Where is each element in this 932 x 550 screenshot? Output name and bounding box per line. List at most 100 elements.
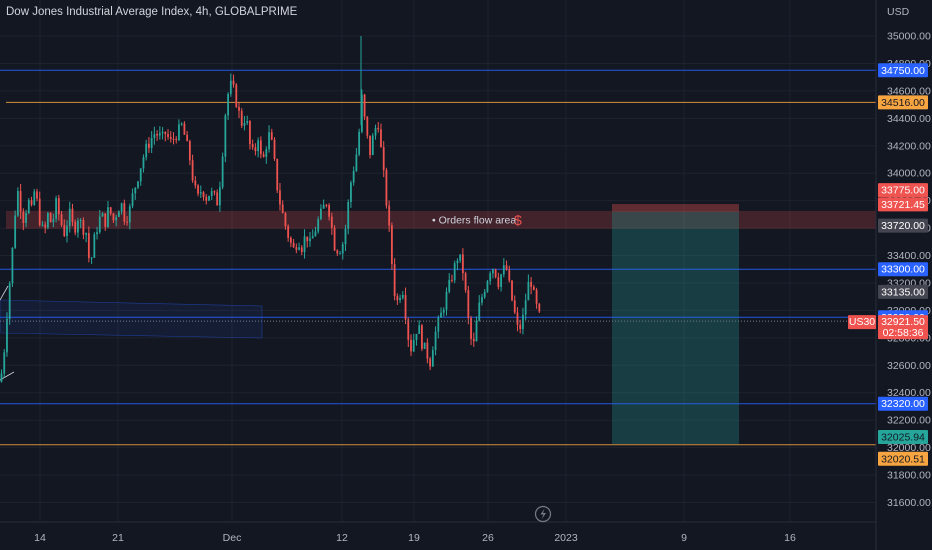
candle-body[interactable] [467, 290, 470, 319]
candle-body[interactable] [298, 247, 300, 250]
candle-body[interactable] [459, 254, 462, 261]
candle-body[interactable] [377, 127, 380, 130]
candle-body[interactable] [399, 297, 401, 301]
candle-body[interactable] [52, 218, 55, 223]
candle-body[interactable] [85, 233, 88, 235]
candle-body[interactable] [246, 121, 249, 123]
candle-body[interactable] [183, 123, 186, 135]
candle-body[interactable] [41, 224, 44, 226]
candle-body[interactable] [284, 213, 287, 227]
candle-body[interactable] [300, 247, 303, 252]
candle-body[interactable] [8, 283, 11, 319]
candle-body[interactable] [120, 203, 123, 212]
candle-body[interactable] [442, 309, 445, 313]
candle-body[interactable] [117, 211, 120, 217]
candle-body[interactable] [279, 190, 281, 205]
candle-body[interactable] [516, 312, 519, 325]
candle-body[interactable] [352, 171, 355, 183]
candle-body[interactable] [519, 324, 522, 330]
candle-body[interactable] [227, 93, 229, 116]
candle-body[interactable] [317, 219, 320, 232]
candle-body[interactable] [257, 140, 260, 152]
candle-body[interactable] [330, 216, 333, 228]
candle-body[interactable] [47, 212, 49, 228]
candle-body[interactable] [401, 294, 404, 298]
candle-body[interactable] [410, 339, 412, 352]
candle-body[interactable] [82, 220, 85, 235]
candle-body[interactable] [522, 314, 524, 330]
candle-body[interactable] [511, 280, 513, 301]
candle-body[interactable] [475, 320, 478, 342]
candle-body[interactable] [461, 254, 464, 274]
candle-body[interactable] [456, 260, 459, 264]
candle-body[interactable] [451, 279, 453, 281]
candle-body[interactable] [219, 187, 221, 206]
candle-body[interactable] [445, 291, 448, 310]
candle-body[interactable] [3, 352, 6, 374]
candle-body[interactable] [216, 192, 219, 206]
candle-body[interactable] [440, 312, 442, 318]
candle-body[interactable] [328, 205, 330, 217]
candle-body[interactable] [289, 237, 292, 243]
candle-body[interactable] [36, 191, 38, 199]
candle-body[interactable] [38, 198, 41, 225]
candle-body[interactable] [429, 358, 432, 367]
candle-body[interactable] [360, 94, 363, 132]
candle-body[interactable] [396, 296, 399, 301]
candle-body[interactable] [393, 264, 396, 297]
candle-body[interactable] [418, 325, 421, 334]
candle-body[interactable] [295, 247, 298, 250]
candle-body[interactable] [178, 124, 180, 141]
candle-body[interactable] [538, 303, 541, 312]
candle-body[interactable] [347, 201, 350, 229]
candle-body[interactable] [483, 291, 486, 298]
candle-body[interactable] [238, 106, 240, 111]
candle-body[interactable] [115, 216, 118, 221]
candle-body[interactable] [14, 215, 17, 248]
candle-body[interactable] [390, 225, 393, 265]
candle-body[interactable] [437, 317, 440, 332]
candle-body[interactable] [306, 236, 309, 242]
candle-body[interactable] [497, 277, 500, 287]
candle-body[interactable] [366, 116, 369, 136]
candle-body[interactable] [486, 281, 489, 292]
candle-body[interactable] [6, 318, 8, 353]
candle-body[interactable] [210, 191, 213, 196]
candle-body[interactable] [240, 110, 243, 126]
candle-body[interactable] [139, 168, 142, 182]
candle-body[interactable] [259, 140, 262, 155]
candle-body[interactable] [55, 198, 57, 219]
candle-body[interactable] [25, 212, 27, 223]
candle-body[interactable] [16, 191, 19, 216]
candle-body[interactable] [27, 200, 30, 213]
candle-body[interactable] [101, 213, 104, 217]
candle-body[interactable] [303, 236, 306, 252]
candle-body[interactable] [363, 94, 366, 117]
candle-body[interactable] [276, 158, 279, 191]
candle-body[interactable] [333, 227, 336, 251]
candle-body[interactable] [371, 135, 374, 156]
candle-body[interactable] [464, 273, 467, 291]
candle-body[interactable] [142, 157, 145, 169]
wedge-drawing[interactable] [0, 285, 263, 381]
candle-body[interactable] [426, 342, 429, 359]
position-target-area[interactable] [612, 211, 739, 445]
lightning-icon[interactable] [534, 505, 552, 523]
candle-body[interactable] [322, 204, 325, 209]
candle-body[interactable] [453, 263, 456, 281]
candle-body[interactable] [492, 269, 494, 274]
candle-body[interactable] [148, 143, 150, 148]
candle-body[interactable] [180, 123, 183, 125]
candle-body[interactable] [11, 247, 14, 284]
candle-body[interactable] [311, 236, 314, 239]
candle-body[interactable] [281, 204, 284, 214]
candle-body[interactable] [205, 197, 208, 201]
candle-body[interactable] [415, 333, 418, 341]
candle-body[interactable] [232, 80, 235, 85]
candle-body[interactable] [123, 203, 126, 222]
candle-body[interactable] [90, 257, 93, 259]
candle-body[interactable] [478, 302, 481, 321]
candle-body[interactable] [382, 147, 385, 171]
candle-body[interactable] [421, 325, 423, 349]
candle-body[interactable] [472, 338, 475, 342]
